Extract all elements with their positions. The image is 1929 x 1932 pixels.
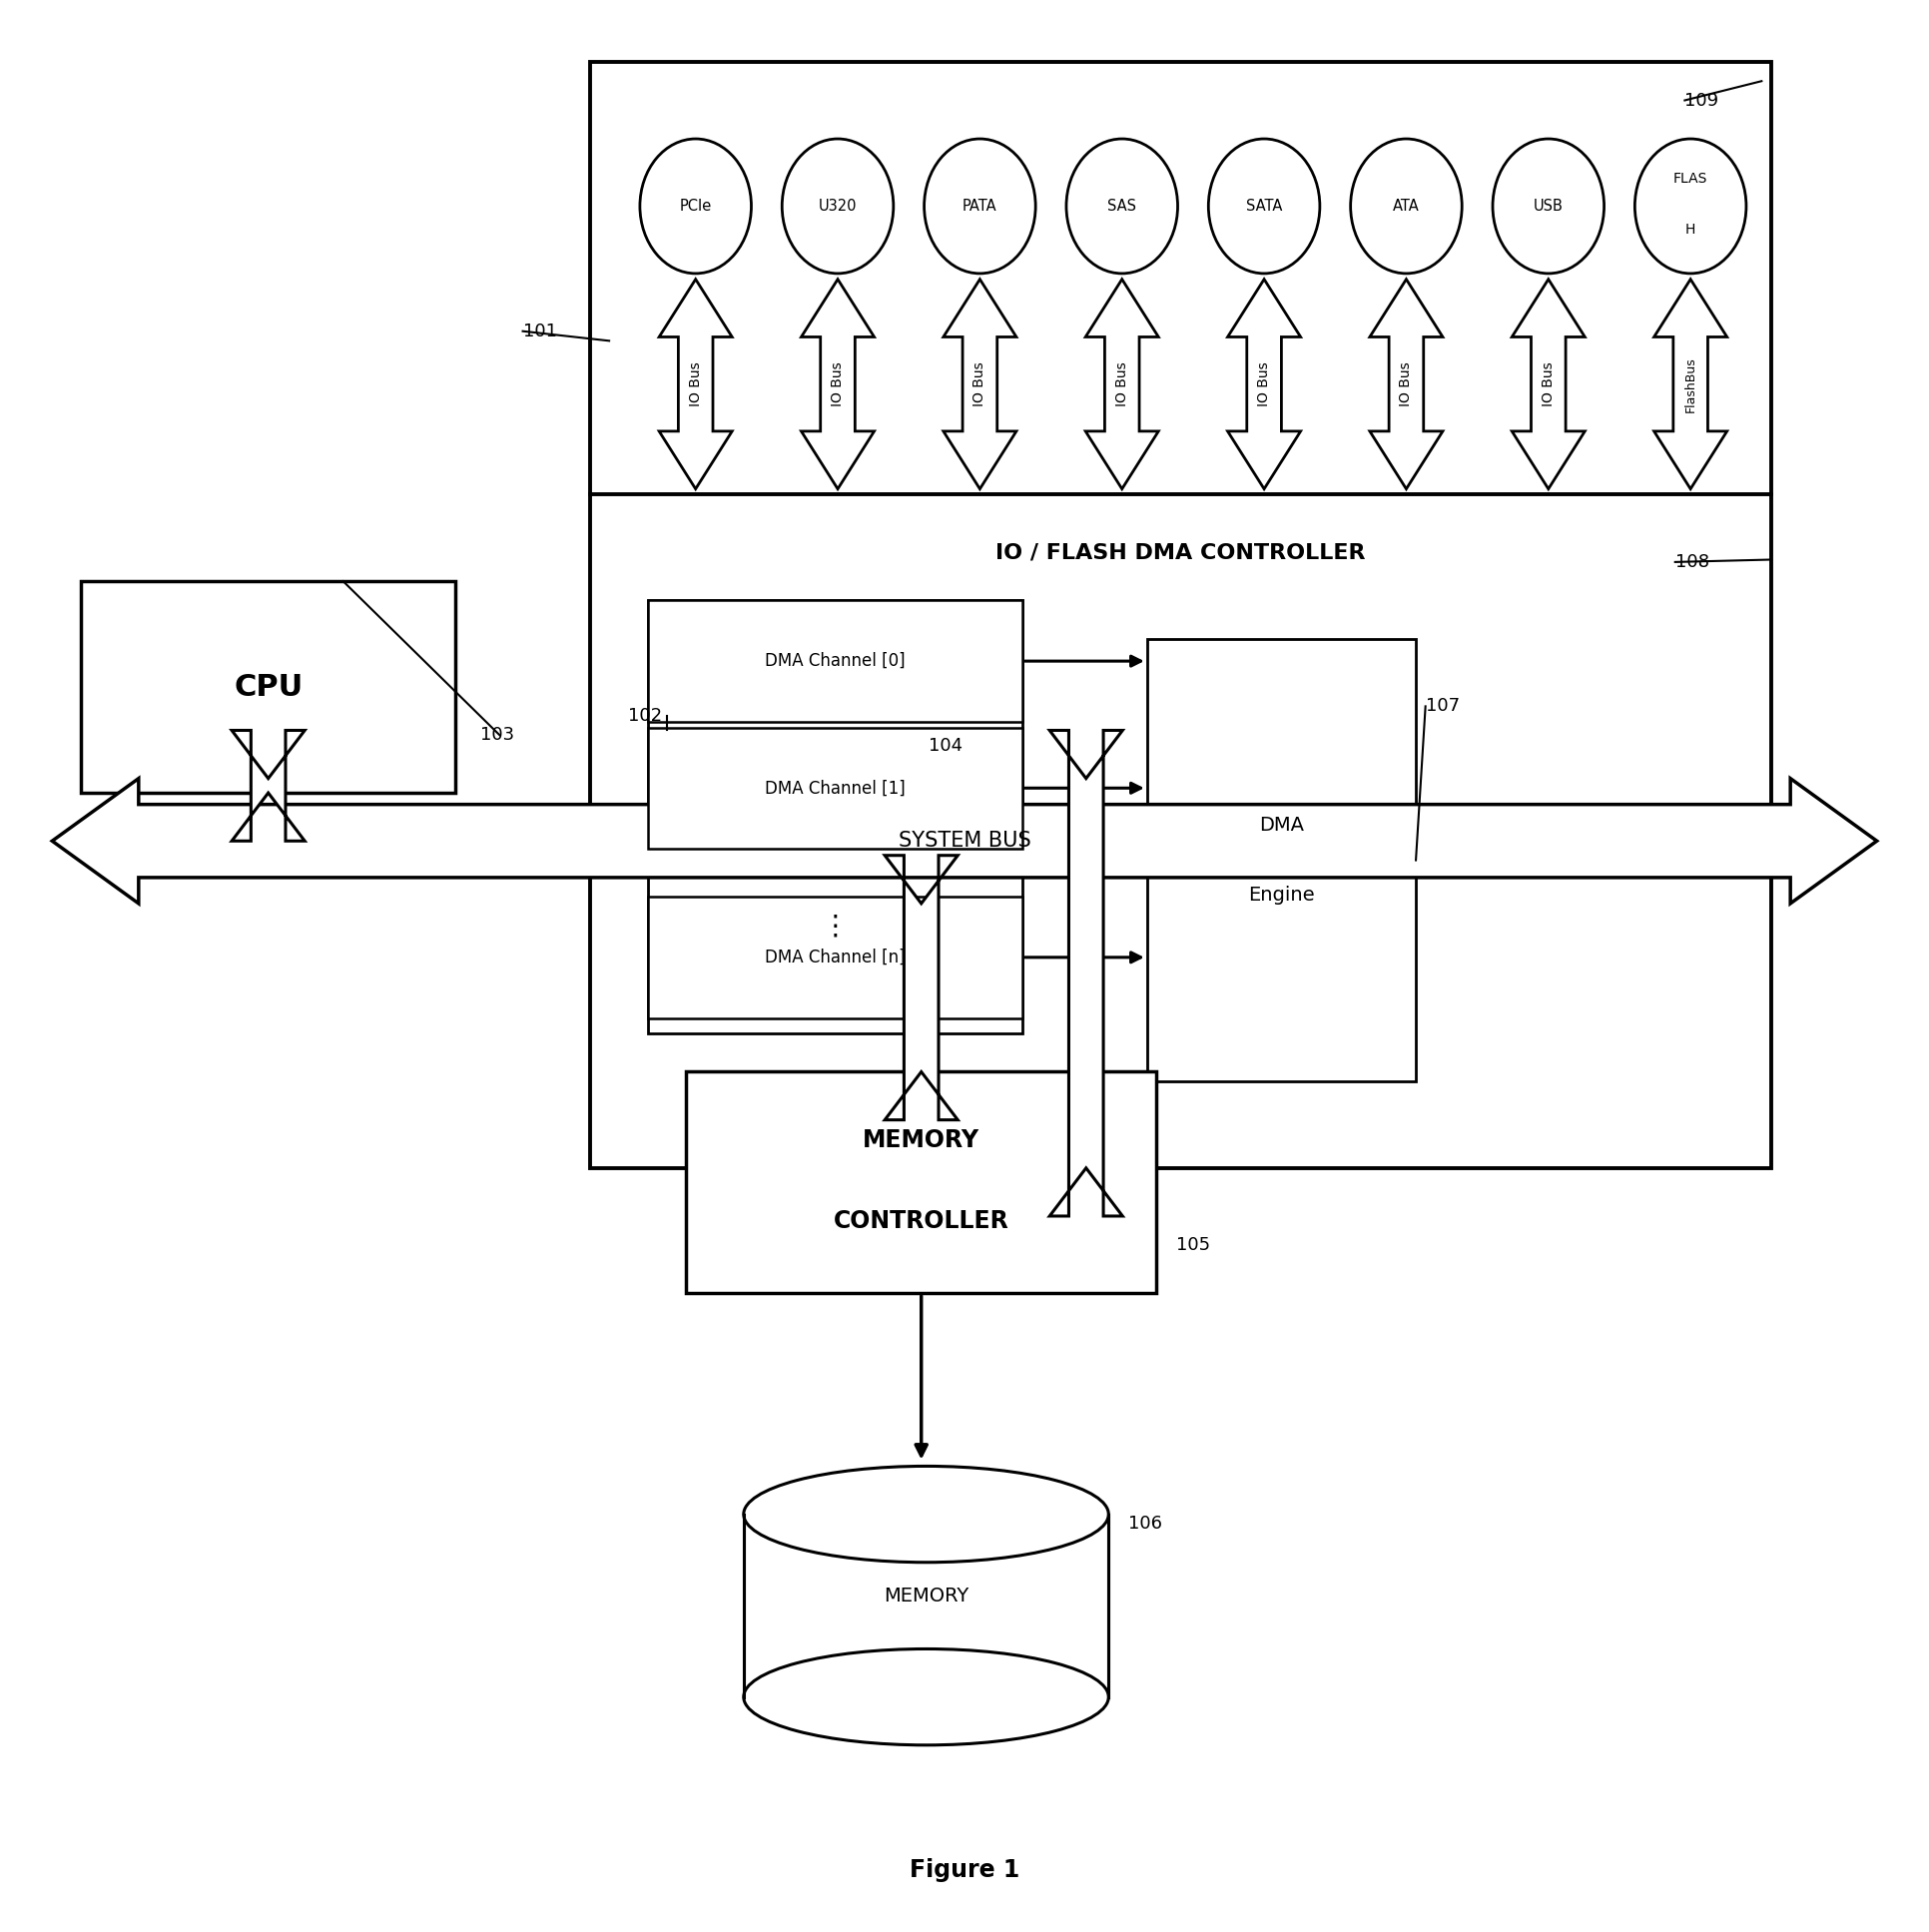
Text: Engine: Engine <box>1248 885 1316 904</box>
Text: IO Bus: IO Bus <box>1541 361 1555 406</box>
Text: IO Bus: IO Bus <box>689 361 702 406</box>
Text: CPU: CPU <box>233 672 303 701</box>
Text: 101: 101 <box>523 323 557 340</box>
Polygon shape <box>1086 280 1159 489</box>
Text: IO Bus: IO Bus <box>972 361 988 406</box>
Text: 105: 105 <box>1177 1236 1209 1254</box>
Text: FLAS: FLAS <box>1672 172 1707 185</box>
Text: IO Bus: IO Bus <box>831 361 845 406</box>
Text: IO Bus: IO Bus <box>1115 361 1128 406</box>
Ellipse shape <box>924 139 1036 274</box>
Text: DMA Channel [n]: DMA Channel [n] <box>764 949 905 966</box>
Ellipse shape <box>743 1466 1109 1563</box>
Text: DMA Channel [0]: DMA Channel [0] <box>764 653 905 670</box>
Text: H: H <box>1686 222 1696 236</box>
Ellipse shape <box>1634 139 1746 274</box>
Text: 104: 104 <box>928 736 963 753</box>
Polygon shape <box>1227 280 1300 489</box>
Bar <box>743 1515 1109 1696</box>
Text: Figure 1: Figure 1 <box>909 1859 1020 1882</box>
FancyBboxPatch shape <box>648 896 1022 1018</box>
Text: IO Bus: IO Bus <box>1399 361 1414 406</box>
Text: USB: USB <box>1534 199 1562 214</box>
Text: DMA: DMA <box>1260 815 1304 835</box>
Ellipse shape <box>640 139 750 274</box>
Text: ATA: ATA <box>1393 199 1420 214</box>
Polygon shape <box>943 280 1017 489</box>
Polygon shape <box>1512 280 1586 489</box>
Polygon shape <box>1653 280 1726 489</box>
Text: MEMORY: MEMORY <box>883 1586 968 1605</box>
FancyBboxPatch shape <box>687 1072 1157 1293</box>
FancyBboxPatch shape <box>590 62 1771 1169</box>
Polygon shape <box>231 730 305 840</box>
Ellipse shape <box>1350 139 1462 274</box>
FancyBboxPatch shape <box>648 601 1022 723</box>
Text: 108: 108 <box>1674 553 1709 572</box>
Text: SAS: SAS <box>1107 199 1136 214</box>
Text: 103: 103 <box>480 726 515 744</box>
Text: IO / FLASH DMA CONTROLLER: IO / FLASH DMA CONTROLLER <box>995 543 1366 562</box>
Text: 107: 107 <box>1426 697 1460 715</box>
Ellipse shape <box>1493 139 1605 274</box>
Text: FlashBus: FlashBus <box>1684 355 1698 412</box>
Polygon shape <box>660 280 733 489</box>
Text: 102: 102 <box>629 707 662 724</box>
Text: PCIe: PCIe <box>679 199 712 214</box>
Text: 109: 109 <box>1684 91 1719 110</box>
Polygon shape <box>1370 280 1443 489</box>
Text: SATA: SATA <box>1246 199 1283 214</box>
Text: DMA Channel [1]: DMA Channel [1] <box>764 779 905 798</box>
Ellipse shape <box>781 139 893 274</box>
Ellipse shape <box>1208 139 1319 274</box>
Text: 106: 106 <box>1128 1515 1161 1532</box>
Ellipse shape <box>743 1648 1109 1745</box>
Bar <box>747 1515 1105 1696</box>
Text: ⋮: ⋮ <box>822 912 849 939</box>
Polygon shape <box>801 280 874 489</box>
Text: SYSTEM BUS: SYSTEM BUS <box>899 831 1030 850</box>
Polygon shape <box>885 856 959 1121</box>
FancyBboxPatch shape <box>1148 639 1416 1082</box>
FancyBboxPatch shape <box>648 728 1022 848</box>
FancyBboxPatch shape <box>81 582 455 792</box>
Text: IO Bus: IO Bus <box>1258 361 1271 406</box>
FancyBboxPatch shape <box>648 601 1022 1034</box>
Ellipse shape <box>1067 139 1179 274</box>
Polygon shape <box>52 779 1877 904</box>
Polygon shape <box>1049 730 1123 1215</box>
Text: MEMORY: MEMORY <box>862 1128 980 1151</box>
Text: CONTROLLER: CONTROLLER <box>833 1209 1009 1233</box>
Text: U320: U320 <box>818 199 856 214</box>
Text: PATA: PATA <box>963 199 997 214</box>
